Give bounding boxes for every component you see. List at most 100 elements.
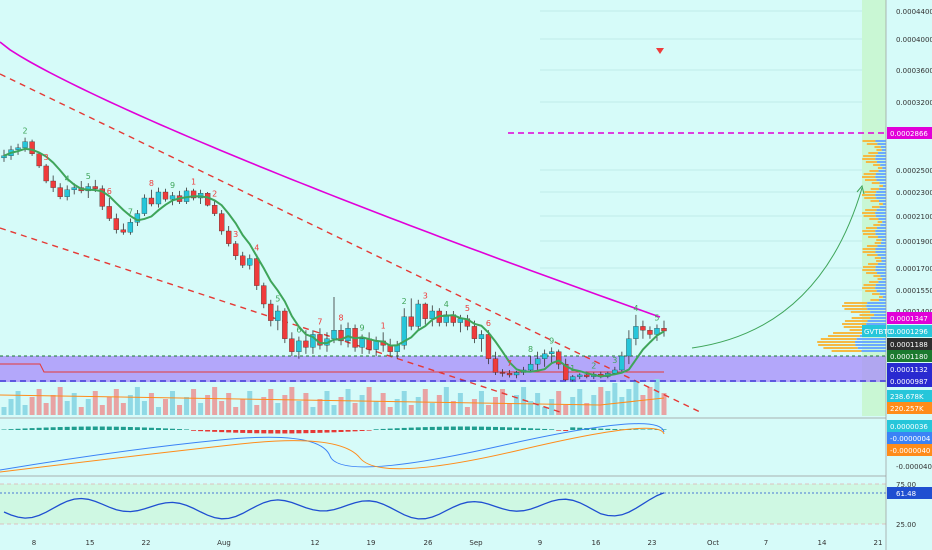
profile-bar: [880, 224, 886, 226]
profile-bar: [859, 314, 875, 316]
volume-bar: [598, 387, 604, 415]
rsi-badge-label: 61.48: [896, 490, 916, 498]
sequential-count: 6: [486, 319, 491, 328]
sequential-count: 2: [23, 127, 28, 136]
profile-bar: [874, 242, 881, 244]
macd-histogram-bar: [471, 426, 477, 430]
profile-bar: [862, 140, 876, 142]
volume-badge: [887, 402, 932, 414]
macd-histogram-bar: [507, 427, 513, 430]
profile-bar: [877, 167, 883, 169]
x-tick-label: 16: [592, 539, 601, 547]
sequential-count: 3: [423, 292, 428, 301]
volume-bar: [254, 405, 260, 415]
volume-bar: [570, 397, 576, 415]
rsi-tick-label: 25.00: [896, 521, 916, 529]
profile-bar: [873, 275, 881, 277]
price-badge: [887, 312, 932, 324]
macd-histogram-bar: [535, 428, 541, 430]
macd-histogram-bar: [233, 430, 239, 433]
candle-body: [499, 372, 506, 374]
macd-histogram-bar: [605, 428, 611, 430]
volume-bar: [240, 399, 246, 415]
macd-histogram-bar: [591, 428, 597, 430]
macd-histogram-bar: [457, 426, 463, 430]
x-tick-label: 12: [311, 539, 320, 547]
candle-body: [113, 218, 119, 230]
candle-body: [282, 310, 288, 339]
candle-body: [254, 258, 260, 286]
candle-body: [275, 310, 281, 321]
macd-histogram-bar: [324, 430, 330, 433]
volume-bar: [640, 395, 646, 415]
volume-bar: [345, 389, 351, 415]
profile-bar: [869, 281, 879, 283]
candle-body: [478, 334, 485, 339]
profile-bar: [876, 239, 882, 241]
candle-body: [99, 188, 105, 207]
rsi-tick-label: 75.00: [896, 481, 916, 489]
profile-bar: [868, 263, 878, 265]
macd-histogram-bar: [219, 430, 225, 433]
profile-bar: [870, 299, 879, 301]
x-tick-label: 19: [367, 539, 376, 547]
profile-bar: [876, 197, 886, 199]
sell-marker: [656, 48, 664, 54]
price-badge-label: 0.0001180: [890, 353, 928, 361]
profile-bar: [875, 176, 886, 178]
volume-bar: [605, 391, 611, 415]
volume-bar: [654, 379, 660, 415]
volume-bar: [141, 401, 147, 415]
profile-bar: [875, 233, 886, 235]
profile-bar: [820, 338, 857, 340]
profile-bar: [867, 320, 886, 322]
y-tick-label: 0.0001700: [896, 265, 932, 273]
sequential-count: 1: [570, 364, 575, 373]
profile-bar: [861, 350, 886, 352]
volume-bar: [457, 393, 463, 415]
candle-body: [626, 338, 632, 357]
macd-histogram-bar: [78, 426, 84, 430]
volume-bar: [155, 407, 161, 415]
candle-body: [584, 374, 590, 377]
profile-bar: [877, 227, 886, 229]
profile-bar: [875, 194, 886, 196]
profile-bar: [875, 215, 886, 217]
volume-bar: [8, 399, 14, 415]
candle-body: [640, 326, 646, 331]
macd-histogram-bar: [155, 428, 161, 430]
volume-bar: [92, 391, 98, 415]
volume-badge-label: 238.678K: [890, 393, 924, 401]
candle-body: [359, 338, 365, 348]
volume-bar: [184, 397, 190, 415]
macd-histogram-bar: [380, 428, 386, 430]
profile-bar: [874, 146, 881, 148]
macd-histogram-bar: [36, 427, 42, 430]
macd-histogram-bar: [563, 430, 569, 432]
sequential-count: 7: [128, 208, 133, 217]
candle-body: [247, 258, 253, 266]
profile-bar: [857, 347, 886, 349]
profile-bar: [875, 269, 886, 271]
macd-histogram-bar: [120, 426, 126, 430]
profile-bar: [876, 260, 882, 262]
volume-bar: [296, 401, 302, 415]
candle-body: [612, 369, 618, 374]
candle-body: [141, 197, 148, 214]
macd-histogram-bar: [226, 430, 232, 433]
candle-body: [570, 376, 576, 381]
candle-body: [506, 373, 513, 376]
candle-body: [310, 334, 316, 348]
profile-bar: [866, 245, 878, 247]
sequential-count: 8: [338, 313, 343, 322]
profile-bar: [877, 278, 883, 280]
profile-bar: [862, 230, 876, 232]
macd-histogram-bar: [542, 428, 548, 430]
volume-bar: [338, 397, 344, 415]
macd-histogram-bar: [296, 430, 302, 434]
profile-bar: [871, 206, 880, 208]
profile-bar: [867, 308, 886, 310]
profile-bar: [856, 338, 886, 340]
